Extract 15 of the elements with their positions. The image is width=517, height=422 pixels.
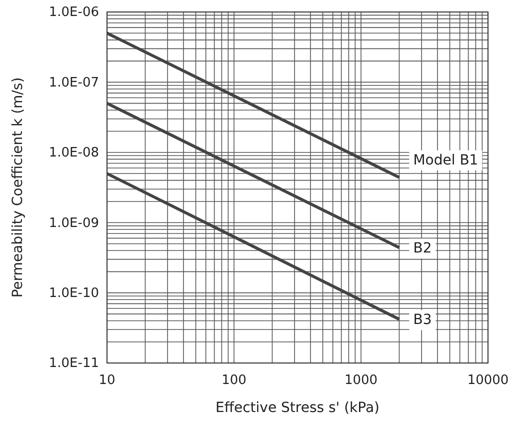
x-tick-label: 100 — [222, 373, 246, 388]
y-axis-title: Permeability Coefficient k (m/s) — [10, 77, 26, 298]
y-tick-label: 1.0E-09 — [48, 216, 99, 231]
x-tick-label: 1000 — [344, 373, 378, 388]
series-label: B2 — [413, 240, 432, 257]
x-tick-label: 10 — [98, 373, 116, 388]
y-tick-label: 1.0E-10 — [48, 286, 99, 301]
y-tick-label: 1.0E-08 — [48, 146, 99, 161]
series-label: B3 — [413, 312, 432, 328]
x-axis-title: Effective Stress s' (kPa) — [215, 400, 380, 416]
x-tick-label: 10000 — [467, 373, 509, 388]
y-tick-label: 1.0E-11 — [48, 356, 99, 372]
y-tick-label: 1.0E-07 — [48, 75, 99, 90]
y-tick-label: 1.0E-06 — [48, 5, 99, 20]
series-label: Model B1 — [413, 152, 478, 168]
